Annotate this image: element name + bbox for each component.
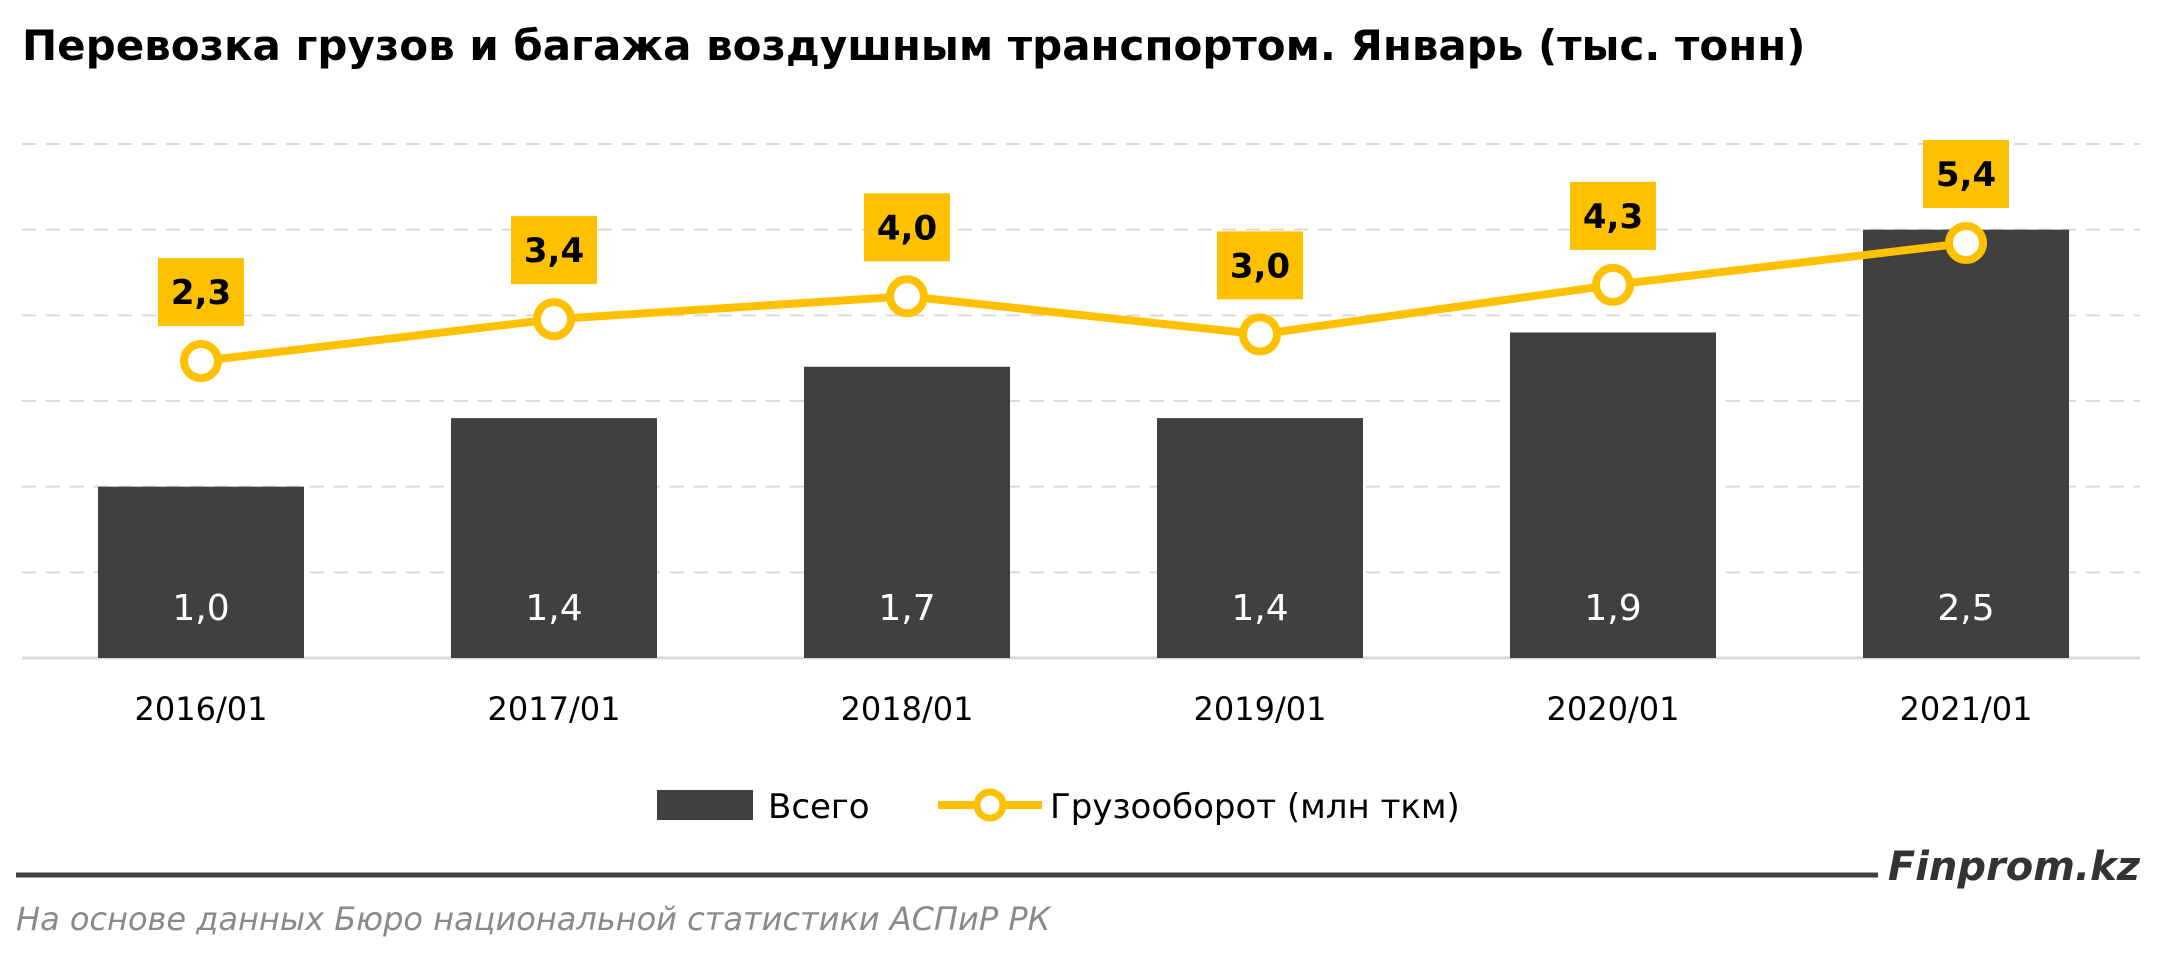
gridlines bbox=[22, 143, 2140, 574]
bar-2019/01 bbox=[1157, 418, 1363, 658]
bar-value-label: 1,4 bbox=[525, 588, 582, 629]
bar-value-label: 1,4 bbox=[1231, 588, 1288, 629]
brand-logo-text: Finprom.kz bbox=[1888, 844, 2141, 890]
x-tick-labels: 2016/01 2017/01 2018/01 2019/01 2020/01 2021/… bbox=[135, 690, 2033, 728]
line-value-label: 3,4 bbox=[524, 231, 584, 271]
line-point-2017/01 bbox=[533, 298, 575, 341]
line-point-2016/01 bbox=[180, 340, 222, 383]
bar-2017/01 bbox=[451, 418, 657, 658]
line-label-box bbox=[511, 216, 597, 285]
line-value-label: 3,0 bbox=[1230, 246, 1290, 286]
bar-2021/01 bbox=[1863, 229, 2069, 658]
legend: Всего Грузооборот (млн ткм) bbox=[657, 787, 1460, 827]
bar-value-label: 1,0 bbox=[172, 588, 229, 629]
line-label-box bbox=[1570, 181, 1656, 250]
source-note: На основе данных Бюро национальной стати… bbox=[16, 900, 1052, 938]
line-label-box bbox=[1217, 231, 1303, 300]
legend-bar-label: Всего bbox=[768, 787, 870, 827]
bar-2018/01 bbox=[804, 366, 1010, 658]
x-tick-label: 2017/01 bbox=[488, 690, 621, 728]
line-label-box bbox=[158, 258, 244, 327]
bar-value-label: 1,9 bbox=[1584, 588, 1641, 629]
bars bbox=[98, 229, 2069, 658]
line-value-label: 5,4 bbox=[1936, 155, 1996, 195]
line-path bbox=[200, 239, 1967, 365]
legend-line-label: Грузооборот (млн ткм) bbox=[1050, 787, 1460, 827]
bar-2016/01 bbox=[98, 486, 304, 658]
line-value-label: 2,3 bbox=[171, 273, 231, 313]
bar-value-label: 2,5 bbox=[1937, 588, 1994, 629]
line-point-2020/01 bbox=[1592, 263, 1634, 306]
line-value-label: 4,3 bbox=[1583, 197, 1643, 237]
line-label-box bbox=[864, 193, 950, 262]
line-labels: 2,3 3,4 4,0 3,0 4,3 5,4 bbox=[158, 139, 2009, 327]
bar-labels: 1,0 1,4 1,7 1,4 1,9 2,5 bbox=[172, 588, 1994, 629]
x-tick-label: 2016/01 bbox=[135, 690, 268, 728]
legend-line-marker bbox=[973, 788, 1007, 822]
x-tick-label: 2020/01 bbox=[1547, 690, 1680, 728]
x-tick-label: 2019/01 bbox=[1194, 690, 1327, 728]
bar-2020/01 bbox=[1510, 332, 1716, 658]
chart-title: Перевозка грузов и багажа воздушным тран… bbox=[22, 21, 1805, 70]
line-points bbox=[180, 221, 1987, 383]
line-point-2021/01 bbox=[1945, 221, 1987, 264]
line-point-2019/01 bbox=[1239, 313, 1281, 356]
line-label-box bbox=[1923, 139, 2009, 208]
legend-bar-swatch bbox=[657, 790, 753, 820]
x-tick-label: 2018/01 bbox=[841, 690, 974, 728]
line-point-2018/01 bbox=[886, 275, 928, 318]
line-series bbox=[200, 239, 1967, 365]
x-tick-label: 2021/01 bbox=[1900, 690, 2033, 728]
bar-value-label: 1,7 bbox=[878, 588, 935, 629]
line-value-label: 4,0 bbox=[877, 208, 937, 248]
